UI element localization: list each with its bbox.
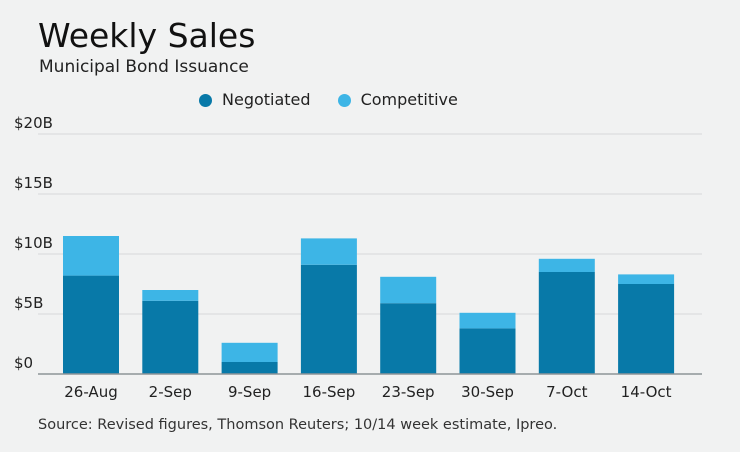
chart-legend: Negotiated Competitive bbox=[199, 90, 485, 110]
bar-negotiated bbox=[538, 272, 595, 374]
x-tick-label: 2-Sep bbox=[149, 383, 192, 401]
y-tick-label: $0 bbox=[14, 354, 33, 372]
x-tick-label: 23-Sep bbox=[382, 383, 435, 401]
x-tick-label: 16-Sep bbox=[303, 383, 356, 401]
x-tick-label: 9-Sep bbox=[228, 383, 271, 401]
bar-negotiated bbox=[142, 300, 199, 374]
x-tick-label: 26-Aug bbox=[64, 383, 117, 401]
y-tick-label: $20B bbox=[14, 114, 53, 132]
chart-subtitle: Municipal Bond Issuance bbox=[39, 57, 249, 77]
bar-negotiated bbox=[380, 303, 437, 374]
legend-swatch-competitive bbox=[337, 93, 351, 107]
legend-item-negotiated: Negotiated bbox=[199, 90, 311, 110]
y-tick-label: $15B bbox=[14, 174, 53, 192]
x-tick-label: 7-Oct bbox=[546, 383, 587, 401]
bar-competitive bbox=[142, 290, 199, 301]
bar-negotiated bbox=[63, 275, 119, 374]
y-tick-label: $10B bbox=[14, 234, 53, 252]
legend-swatch-negotiated bbox=[199, 93, 212, 107]
chart-title: Weekly Sales bbox=[38, 16, 256, 55]
source-note: Source: Revised figures, Thomson Reuters… bbox=[38, 417, 558, 433]
bar-competitive bbox=[538, 258, 595, 272]
bar-negotiated bbox=[221, 362, 278, 374]
bar-negotiated bbox=[618, 284, 675, 374]
bar-competitive bbox=[221, 342, 278, 362]
legend-label-negotiated: Negotiated bbox=[222, 90, 311, 109]
legend-label-competitive: Competitive bbox=[360, 90, 458, 109]
bar-negotiated bbox=[300, 264, 357, 374]
bar-competitive bbox=[63, 236, 119, 276]
x-tick-label: 14-Oct bbox=[621, 383, 672, 401]
y-tick-label: $5B bbox=[14, 294, 43, 312]
bar-negotiated bbox=[459, 328, 516, 374]
bar-competitive bbox=[459, 312, 516, 329]
bar-competitive bbox=[300, 238, 357, 265]
bar-competitive bbox=[618, 274, 675, 284]
bar-competitive bbox=[380, 276, 437, 304]
x-tick-label: 30-Sep bbox=[461, 383, 514, 401]
legend-item-competitive: Competitive bbox=[337, 90, 458, 110]
